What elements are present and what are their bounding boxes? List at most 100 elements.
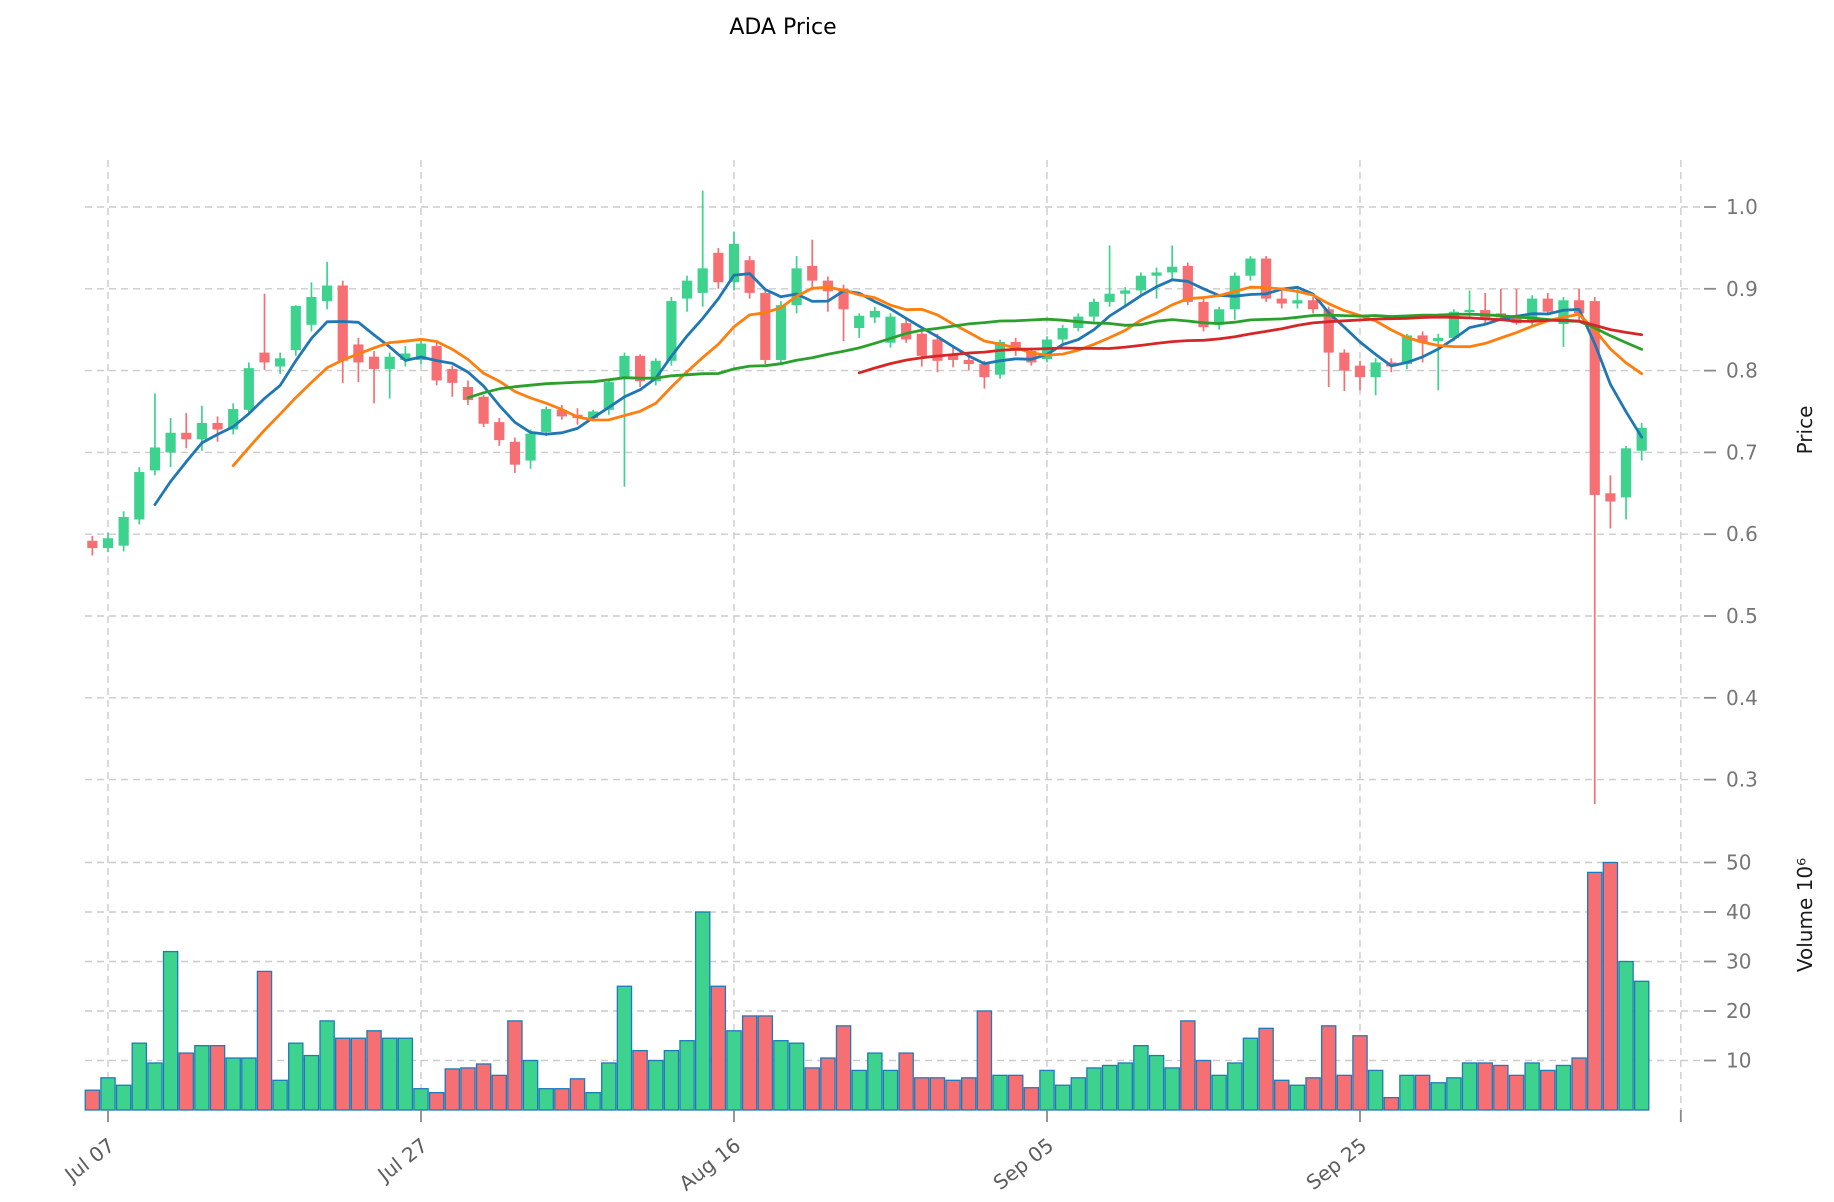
volume-bar [241, 1057, 257, 1111]
candle-body [322, 285, 333, 302]
candle-body [1151, 272, 1162, 276]
volume-bar [1383, 1096, 1400, 1111]
volume-bar [569, 1078, 586, 1111]
moving-average-lines [153, 272, 1644, 507]
volume-bar [162, 950, 179, 1111]
volume-bar [507, 1020, 523, 1111]
volume-bar [554, 1088, 570, 1111]
candle-body [243, 368, 254, 410]
candle-body [415, 343, 427, 360]
price-tick-label: 0.7 [1726, 440, 1758, 464]
volume-tick-label: 50 [1726, 851, 1751, 875]
candle-body [603, 382, 614, 410]
candle-body [869, 310, 880, 318]
price-tick-label: 1.0 [1726, 195, 1758, 219]
candle-body [1636, 427, 1647, 451]
volume-bar [460, 1067, 476, 1111]
date-tick-label: Jul 07 [59, 1133, 119, 1188]
volume-bar [413, 1088, 429, 1111]
ma-25-line [466, 312, 1644, 400]
volume-bar [178, 1052, 194, 1111]
volume-bar [1274, 1079, 1290, 1111]
candle-body [384, 356, 395, 369]
candle-body [791, 268, 802, 306]
candle-body [1261, 258, 1272, 299]
candle-body [588, 411, 599, 419]
candle-body [149, 447, 161, 471]
volume-bar [601, 1062, 617, 1111]
candle-body [932, 339, 943, 361]
candle-body [1542, 298, 1553, 312]
candle-body [854, 315, 865, 329]
volume-bar [1007, 1074, 1024, 1111]
candle-body [1026, 350, 1037, 363]
volume-bar [1023, 1087, 1040, 1111]
volume-bar [694, 911, 711, 1111]
date-tick-label: Aug 16 [674, 1133, 745, 1196]
candle-body [1214, 309, 1225, 325]
volume-tick-label: 10 [1726, 1049, 1751, 1073]
volume-bar [381, 1037, 398, 1111]
candle-body [1307, 300, 1319, 310]
candle-body [1120, 290, 1131, 294]
candle-body [525, 433, 536, 461]
candle-body [196, 422, 207, 440]
date-tick-label: Sep 05 [989, 1133, 1059, 1195]
volume-bar [272, 1079, 288, 1111]
candle-body [807, 265, 818, 281]
volume-bar [632, 1049, 648, 1111]
price-axis-label: Price [1793, 406, 1817, 455]
candle-body [494, 422, 505, 441]
volume-bar [882, 1069, 899, 1111]
volume-bar [1618, 960, 1634, 1111]
candle-body [650, 360, 661, 382]
volume-bar [788, 1042, 805, 1111]
volume-bar [84, 1089, 101, 1111]
volume-bar [710, 985, 727, 1111]
volume-bar [1430, 1082, 1447, 1111]
chart-title: ADA Price [729, 15, 836, 40]
candle-body [1464, 310, 1475, 313]
volume-bar [773, 1040, 789, 1111]
volume-bar [1289, 1084, 1306, 1111]
candle-body [635, 355, 646, 382]
candle-body [509, 441, 520, 465]
price-tick-label: 0.4 [1726, 686, 1758, 710]
volume-bar [1367, 1069, 1384, 1111]
candle-body [118, 517, 129, 546]
volume-bar [663, 1049, 680, 1111]
candle-body [994, 341, 1006, 375]
candle-body [1104, 293, 1115, 302]
candle-body [885, 316, 896, 343]
candle-body [775, 305, 787, 360]
volume-bar [1587, 871, 1603, 1111]
candle-body [1354, 365, 1366, 378]
candle-body [1527, 298, 1538, 322]
candle-body [1370, 362, 1381, 378]
candle-body [681, 280, 693, 299]
candle-body [447, 368, 458, 383]
volume-bar [1540, 1069, 1556, 1111]
volume-bar [835, 1025, 852, 1111]
volume-bar [1336, 1074, 1353, 1111]
candle-body [1589, 301, 1600, 495]
candle-body [306, 296, 317, 325]
volume-axis-label: Volume 10⁶ [1793, 858, 1817, 972]
candle-body [1276, 298, 1287, 304]
volume-bar [914, 1077, 930, 1111]
volume-bar [992, 1074, 1008, 1111]
volume-bar [898, 1052, 914, 1111]
volume-bar [961, 1077, 977, 1111]
candlesticks [87, 190, 1647, 805]
price-tick-label: 0.5 [1726, 604, 1758, 628]
volume-bar [1086, 1067, 1102, 1111]
candle-body [666, 301, 677, 361]
candle-body [212, 422, 223, 430]
candle-body [368, 356, 380, 369]
volume-bar [1352, 1035, 1368, 1111]
candle-body [181, 432, 192, 440]
volume-bar [1320, 1025, 1337, 1111]
candle-body [1558, 300, 1569, 324]
volume-bar [194, 1045, 210, 1111]
volume-bar [1461, 1062, 1478, 1111]
